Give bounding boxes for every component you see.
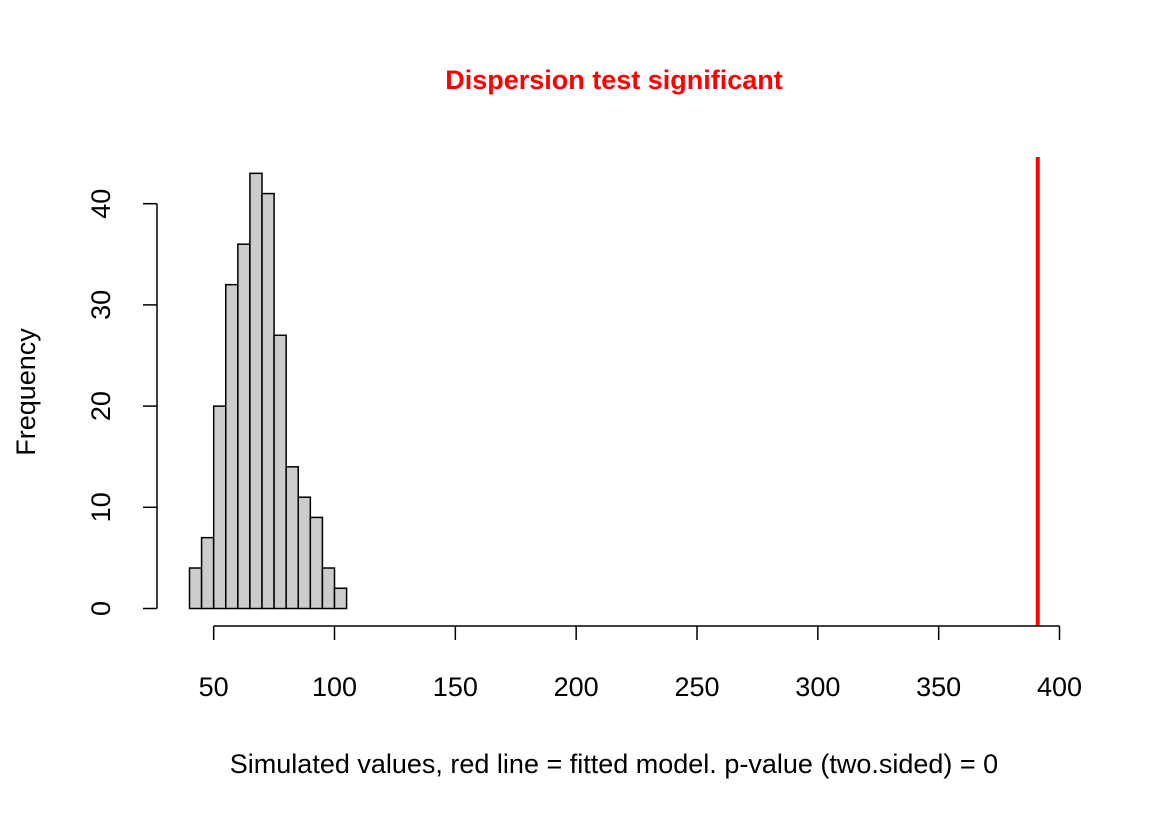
x-tick-label: 250: [674, 672, 719, 702]
x-tick-label: 100: [312, 672, 357, 702]
chart-title: Dispersion test significant: [445, 65, 783, 95]
x-tick-label: 350: [916, 672, 961, 702]
histogram-bar: [333, 587, 348, 610]
y-axis-label: Frequency: [11, 328, 41, 456]
histogram-bar: [309, 516, 324, 610]
histogram-bar: [188, 567, 203, 610]
x-tick-label: 200: [554, 672, 599, 702]
histogram-bar: [225, 283, 239, 610]
y-tick-label: 40: [86, 189, 116, 219]
histogram-bar: [200, 536, 215, 610]
histogram-bar: [249, 172, 263, 610]
histogram-bars: [188, 172, 348, 610]
y-tick-label: 0: [86, 601, 116, 616]
y-tick-label: 20: [86, 391, 116, 421]
histogram-bar: [273, 334, 287, 610]
histogram-bar: [285, 466, 299, 610]
y-tick-label: 30: [86, 290, 116, 320]
x-axis: 50 100 150 200 250 300 350 400: [199, 625, 1082, 702]
x-tick-label: 300: [795, 672, 840, 702]
y-tick-label: 10: [86, 492, 116, 522]
x-axis-label: Simulated values, red line = fitted mode…: [230, 749, 998, 779]
histogram-bar: [297, 496, 312, 610]
histogram-bar: [321, 567, 336, 610]
x-tick-label: 50: [199, 672, 229, 702]
x-tick-label: 150: [433, 672, 478, 702]
histogram-bar: [261, 192, 275, 610]
histogram-bar: [237, 243, 251, 610]
y-axis: 0 10 20 30 40: [86, 189, 158, 616]
x-tick-label: 400: [1037, 672, 1082, 702]
histogram-bar: [212, 405, 227, 610]
